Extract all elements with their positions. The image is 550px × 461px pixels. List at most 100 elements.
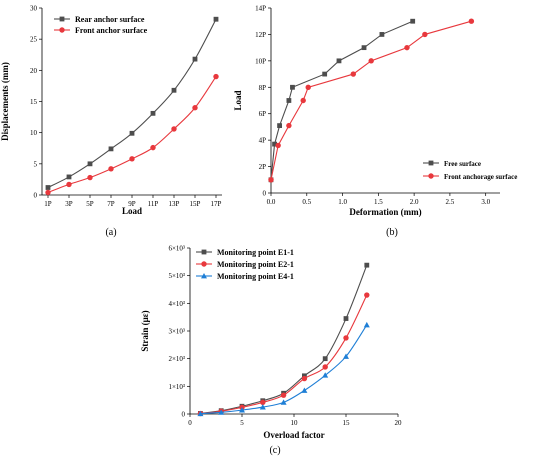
y-tick-label: 0 <box>263 190 267 198</box>
data-point <box>192 56 198 62</box>
legend-entry: Front anchor surface <box>54 26 148 35</box>
series-free-surface <box>268 18 416 183</box>
data-point <box>343 316 349 321</box>
y-tick-label: 10 <box>30 129 38 137</box>
y-tick-label: 2×10³ <box>168 355 185 363</box>
legend-entry: Monitoring point E1-1 <box>196 248 294 257</box>
data-point <box>364 292 370 298</box>
y-tick-label: 8P <box>259 84 267 92</box>
legend-label: Monitoring point E1-1 <box>217 248 294 257</box>
x-tick-label: 10 <box>291 419 299 427</box>
data-point <box>87 174 93 181</box>
data-point <box>301 387 308 393</box>
y-tick-label: 20 <box>30 67 38 75</box>
legend-label: Rear anchor surface <box>75 15 145 24</box>
data-point <box>277 123 282 129</box>
chart-b: 0 2P 4P 6P 8P 10P 12P 14P 0.0 0.5 1.0 1.5 2.0 2.5 3.0 D… <box>233 5 517 239</box>
legend-label: Free surface <box>444 160 481 168</box>
data-point <box>301 375 308 382</box>
y-tick-label: 6×10³ <box>168 245 185 253</box>
x-tick-label: 20 <box>395 419 403 427</box>
data-point <box>108 166 114 172</box>
y-tick-label: 4×10³ <box>168 300 185 308</box>
x-tick-label: 0 <box>188 419 192 427</box>
legend: Monitoring point E1-1 Monitoring point E2… <box>196 248 294 281</box>
data-point <box>259 404 266 410</box>
y-tick-label: 15 <box>30 98 38 106</box>
legend-marker <box>59 27 65 33</box>
y-tick-label: 10P <box>255 57 266 65</box>
data-point <box>322 356 328 362</box>
data-point <box>213 16 219 22</box>
data-point <box>260 399 266 406</box>
data-point <box>129 156 135 162</box>
y-tick-label: 30 <box>30 5 38 13</box>
x-tick-label: 1.5 <box>374 198 383 206</box>
y-axis-label: Load <box>233 90 243 110</box>
x-tick-label: 2.0 <box>410 198 419 206</box>
y-tick-label: 0 <box>34 192 38 200</box>
data-point <box>364 262 370 268</box>
x-tick-label: 0.5 <box>302 198 311 206</box>
y-tick-label: 4P <box>259 137 267 145</box>
y-axis-label: Strain (με) <box>140 310 150 351</box>
series-line <box>270 20 413 180</box>
x-tick-label: 2.5 <box>446 198 455 206</box>
legend-label: Monitoring point E4-1 <box>217 272 294 281</box>
data-point <box>300 97 306 104</box>
x-tick-label: 5P <box>86 200 94 208</box>
legend-marker <box>201 249 207 255</box>
data-point <box>410 18 416 24</box>
series-rear-anchor-surface <box>45 16 219 190</box>
x-tick-label: 3.0 <box>481 198 490 206</box>
data-point <box>108 146 114 152</box>
chart-c: 0 1×10³ 2×10³ 3×10³ 4×10³ 5×10³ 6×10³ 0 5 10 15 20 O… <box>140 245 402 457</box>
data-point <box>239 407 245 413</box>
data-point <box>363 321 370 328</box>
data-point <box>218 409 225 415</box>
data-point <box>368 58 374 64</box>
x-tick-label: 7P <box>107 200 115 208</box>
data-point <box>361 45 367 51</box>
x-tick-label: 0.0 <box>267 198 276 206</box>
x-axis-label: Load <box>122 206 142 216</box>
x-tick-label: 1.0 <box>338 198 347 206</box>
data-point <box>290 84 295 90</box>
legend-entry: Rear anchor surface <box>54 15 145 24</box>
x-tick-label: 5 <box>240 419 244 427</box>
x-tick-label: 9P <box>128 200 136 208</box>
y-tick-label: 1×10³ <box>168 383 185 391</box>
y-tick-label: 25 <box>30 36 38 44</box>
data-point <box>322 71 328 77</box>
data-point <box>336 58 342 64</box>
legend-marker <box>201 273 207 279</box>
legend: Free surface Front anchorage surface <box>423 160 517 181</box>
legend-label: Front anchor surface <box>75 26 148 35</box>
data-point <box>280 399 287 405</box>
legend-marker <box>201 261 207 267</box>
y-tick-label: 12P <box>255 31 266 39</box>
y-tick-label: 14P <box>255 5 266 13</box>
data-point <box>45 189 51 196</box>
x-axis-label: Deformation (mm) <box>349 207 421 217</box>
y-axis-label: Displacements (mm) <box>0 62 10 141</box>
data-point <box>350 71 356 77</box>
x-tick-label: 1P <box>44 200 52 208</box>
series-line <box>47 18 217 189</box>
figure-caption: (c) <box>269 445 280 456</box>
data-point <box>272 141 277 147</box>
legend-label: Front anchorage surface <box>444 173 517 181</box>
data-point <box>302 373 307 379</box>
data-point <box>66 174 72 180</box>
figure-caption: (a) <box>105 227 116 238</box>
data-point <box>192 105 198 111</box>
data-point <box>379 32 385 37</box>
y-tick-label: 3×10³ <box>168 328 185 336</box>
y-tick-label: 6P <box>259 110 267 118</box>
legend-label: Monitoring point E2-1 <box>217 260 294 269</box>
series-monitoring-point-e2-1 <box>197 292 370 417</box>
legend-marker <box>428 173 434 179</box>
x-tick-label: 3P <box>65 200 73 208</box>
data-point <box>150 144 156 151</box>
